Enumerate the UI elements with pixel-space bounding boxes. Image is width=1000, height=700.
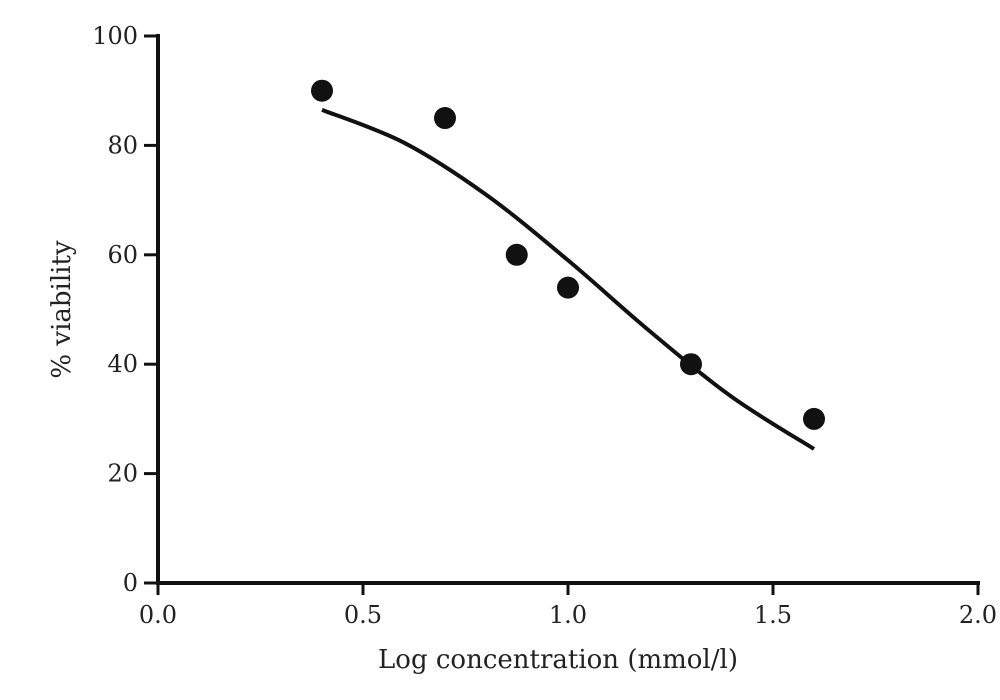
y-axis-label: % viability [47,240,77,379]
y-tick-label: 40 [107,350,138,378]
y-ticks: 0 20 40 60 80 100 [92,22,158,597]
data-point [557,276,579,299]
data-point [505,243,528,266]
data-point [803,407,825,430]
x-tick-label: 2.0 [959,601,997,629]
data-point [680,353,702,376]
x-tick-label: 0.0 [139,601,177,629]
x-tick-label: 1.5 [754,601,792,629]
x-tick-label: 0.5 [344,601,382,629]
y-tick-label: 0 [123,569,138,597]
axes [156,34,980,585]
y-tick-label: 60 [107,241,138,269]
data-point [311,79,333,102]
y-tick-label: 100 [92,22,138,50]
x-tick-label: 1.0 [549,601,587,629]
x-ticks: 0.0 0.5 1.0 1.5 2.0 [139,583,997,629]
y-tick-label: 80 [107,131,138,159]
data-point [434,107,456,130]
x-axis-label: Log concentration (mmol/l) [378,645,738,675]
y-tick-label: 20 [107,460,138,488]
data-points [311,79,825,430]
fit-curve [321,107,816,451]
